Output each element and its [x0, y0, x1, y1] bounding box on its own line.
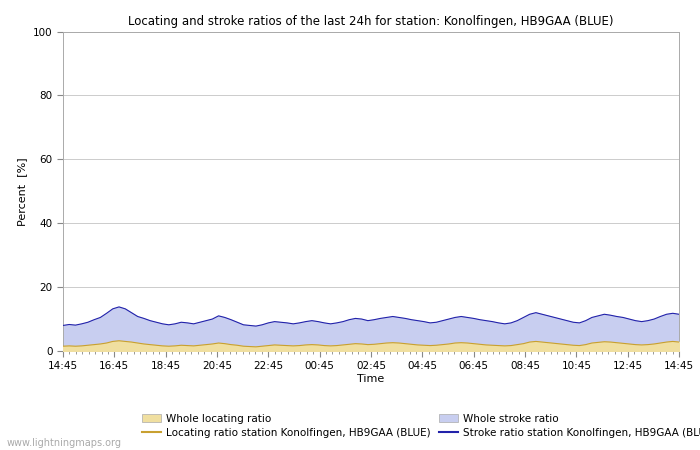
X-axis label: Time: Time	[358, 374, 384, 384]
Title: Locating and stroke ratios of the last 24h for station: Konolfingen, HB9GAA (BLU: Locating and stroke ratios of the last 2…	[128, 14, 614, 27]
Legend: Whole locating ratio, Locating ratio station Konolfingen, HB9GAA (BLUE), Whole s: Whole locating ratio, Locating ratio sta…	[142, 414, 700, 438]
Y-axis label: Percent  [%]: Percent [%]	[18, 157, 27, 225]
Text: www.lightningmaps.org: www.lightningmaps.org	[7, 438, 122, 448]
